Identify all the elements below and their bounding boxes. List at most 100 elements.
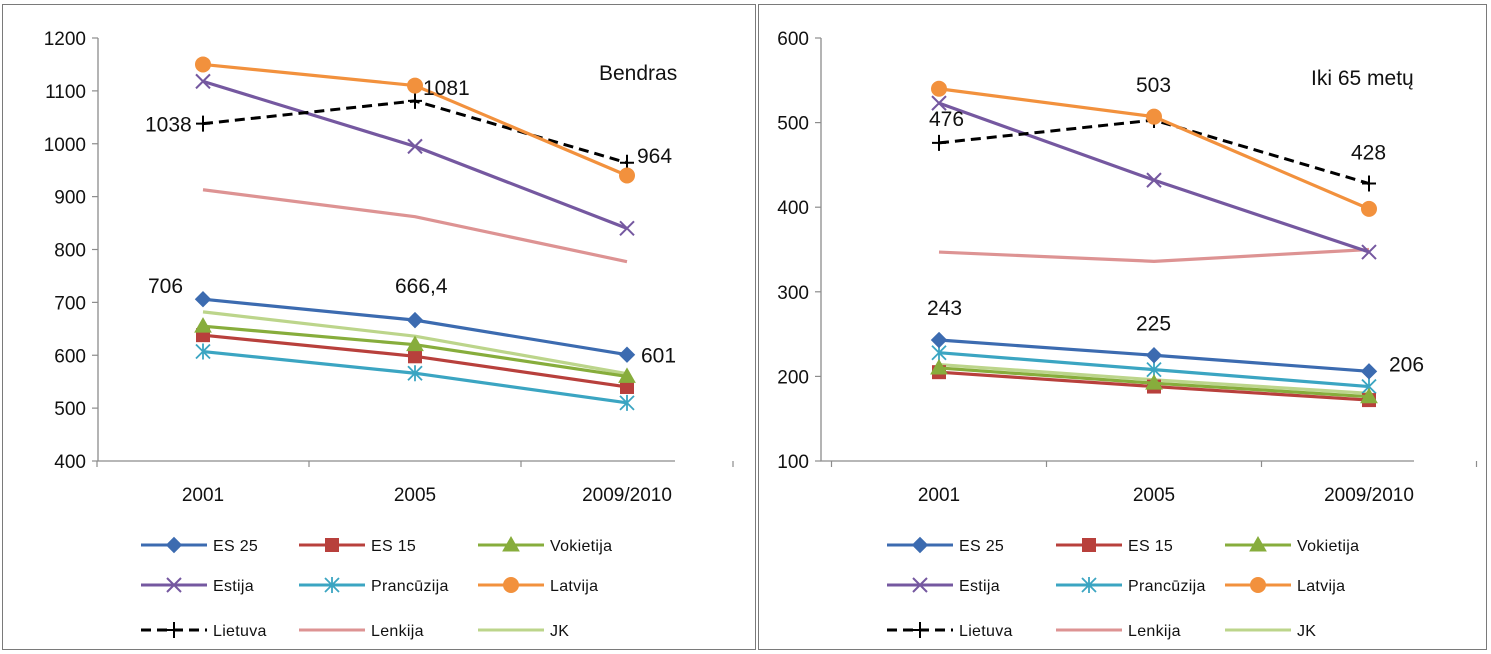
data-label: 1081	[423, 77, 470, 100]
point-vokietija	[1360, 387, 1378, 404]
legend-marker	[325, 538, 339, 552]
y-tick-label: 100	[777, 452, 809, 473]
series-lenkija	[938, 247, 1370, 263]
point-vokietija	[406, 335, 424, 352]
point-lietuva	[408, 92, 422, 109]
point-es-15	[408, 349, 422, 364]
data-label: 666,4	[395, 275, 448, 298]
series-latvija	[195, 56, 635, 184]
series-latvija	[931, 80, 1377, 217]
legend-item-latvija: Latvija	[1225, 577, 1345, 595]
series-estija	[931, 95, 1377, 260]
legend-label: ES 25	[959, 538, 1004, 555]
legend-marker	[1081, 577, 1097, 593]
y-tick-label: 900	[54, 188, 86, 209]
legend-label: Vokietija	[1297, 538, 1359, 555]
y-tick-label: 200	[777, 367, 809, 388]
y-tick-label: 400	[777, 198, 809, 219]
point-vokietija	[618, 367, 636, 383]
y-tick-label: 800	[54, 241, 86, 262]
legend-marker	[502, 535, 520, 552]
y-tick-label: 400	[54, 452, 86, 473]
y-tick-label: 500	[777, 114, 809, 135]
data-label: 1038	[145, 114, 192, 137]
point-prancuzija	[407, 365, 423, 382]
point-estija	[1361, 244, 1377, 260]
series-prancuzija	[195, 343, 635, 411]
point-estija	[407, 138, 423, 155]
point-prancuzija	[619, 394, 635, 411]
legend-item-vokietija: Vokietija	[1225, 535, 1359, 555]
legend-item-latvija: Latvija	[478, 577, 598, 595]
legend-label: Prancūzija	[1128, 578, 1206, 595]
legend-marker	[912, 577, 928, 593]
legend-item-prancuzija: Prancūzija	[1056, 577, 1206, 595]
series-estija	[195, 73, 635, 237]
chart-iki-65: 100 200 300 400 500 600 2001 2005 2009/2010 476 50…	[777, 29, 1478, 640]
data-label: 601	[641, 345, 676, 368]
series-lietuva	[196, 92, 634, 171]
chart-panel-bendras: 400 500 600 700 800 900 1000 1100 1200 2001 2005 20…	[2, 4, 756, 650]
chart-annotation: Iki 65 metų	[1311, 67, 1414, 90]
point-latvija	[619, 167, 635, 184]
y-tick-label: 300	[777, 283, 809, 304]
series-vokietija	[194, 317, 636, 383]
point-es-25	[406, 311, 424, 329]
x-tick-label: 2009/2010	[582, 485, 672, 506]
legend-marker	[1249, 535, 1267, 552]
y-tick-label: 600	[54, 346, 86, 367]
x-tick-label: 2001	[182, 485, 224, 506]
point-latvija	[195, 56, 211, 73]
legend-item-lietuva: Lietuva	[887, 622, 1012, 640]
point-latvija	[407, 77, 423, 94]
legend-marker	[1082, 538, 1096, 552]
point-es-25	[930, 331, 948, 349]
legend-item-es-15: ES 15	[1056, 538, 1173, 555]
chart-annotation: Bendras	[599, 62, 677, 85]
y-tick-label: 1000	[44, 135, 86, 156]
legend-marker	[167, 622, 181, 638]
x-tick-label: 2005	[1133, 485, 1175, 506]
legend-item-prancuzija: Prancūzija	[299, 577, 448, 595]
point-es-25	[1145, 347, 1163, 364]
legend-item-jk: JK	[478, 623, 569, 640]
point-lietuva	[932, 134, 946, 151]
point-es-25	[1360, 363, 1378, 380]
legend-label: ES 15	[1128, 538, 1173, 555]
legend-item-es-25: ES 25	[141, 536, 258, 555]
legend-label: Estija	[959, 578, 1000, 595]
point-estija	[619, 220, 635, 237]
legend-item-estija: Estija	[887, 577, 1000, 595]
legend-marker	[913, 622, 927, 638]
series-es-25	[194, 290, 636, 363]
legend-marker	[165, 536, 183, 554]
point-latvija	[1146, 108, 1162, 125]
series-line-latvija	[938, 87, 1370, 211]
legend-item-es-25: ES 25	[887, 536, 1004, 555]
legend-label: Lietuva	[213, 623, 267, 640]
legend-item-lenkija: Lenkija	[1056, 623, 1181, 640]
point-latvija	[931, 80, 947, 97]
y-tick-label: 700	[54, 293, 86, 314]
point-lietuva	[1362, 175, 1376, 192]
data-label: 476	[929, 108, 964, 131]
point-lietuva	[196, 115, 210, 132]
legend-label: Latvija	[550, 578, 598, 595]
data-label: 225	[1136, 312, 1171, 335]
point-vokietija	[1145, 374, 1163, 390]
data-label: 428	[1351, 142, 1386, 165]
series-vokietija	[930, 358, 1378, 404]
y-tick-label: 600	[777, 29, 809, 50]
y-tick-label: 1100	[45, 82, 86, 103]
x-tick-label: 2001	[918, 485, 960, 506]
legend-marker	[166, 577, 182, 593]
legend-label: Estija	[213, 578, 254, 595]
legend-item-estija: Estija	[141, 577, 254, 595]
point-estija	[195, 73, 211, 90]
legend-item-es-15: ES 15	[299, 538, 416, 555]
legend-label: ES 25	[213, 538, 258, 555]
series-lenkija	[202, 188, 628, 264]
legend-label: ES 15	[371, 538, 416, 555]
legend-marker	[911, 536, 929, 554]
legend-label: Lenkija	[371, 623, 424, 640]
